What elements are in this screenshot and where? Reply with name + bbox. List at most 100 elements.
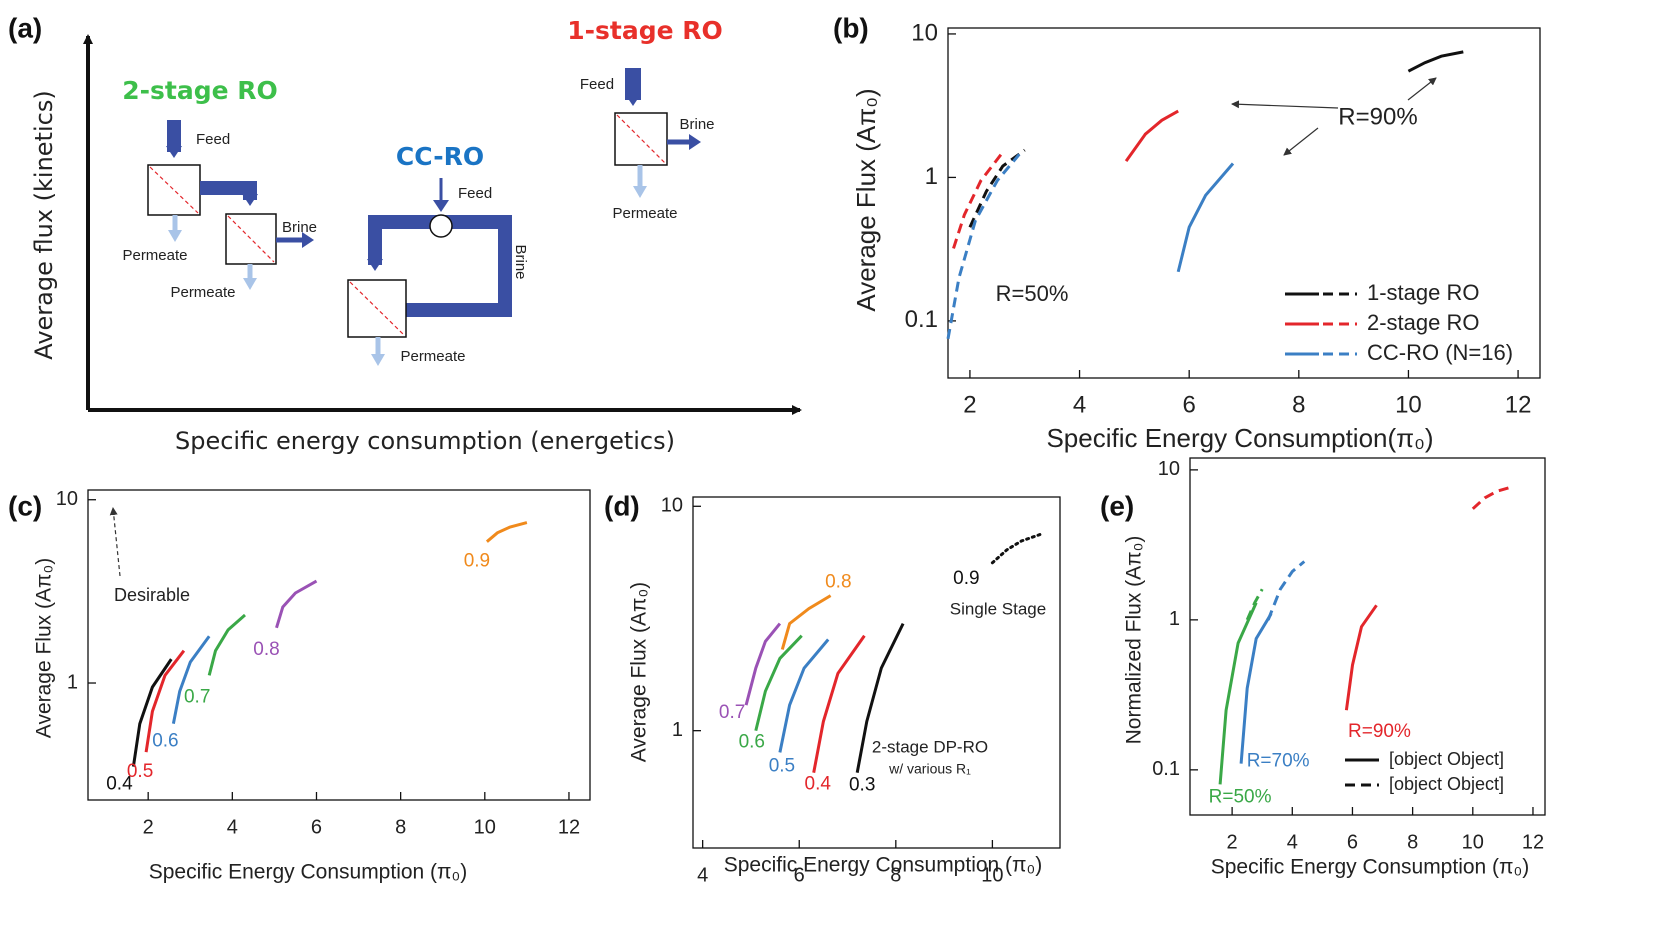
- y-tick-label: 1: [1169, 608, 1180, 630]
- curve: [485, 521, 528, 543]
- annotation: 2-stage DP-RO: [872, 737, 988, 756]
- curve: [1245, 588, 1264, 621]
- x-tick-label: 12: [1505, 391, 1532, 418]
- axis-label: Average flux (kinetics): [30, 90, 58, 359]
- flow-arrow: [200, 181, 258, 206]
- curve-label: 0.7: [719, 702, 745, 723]
- y-tick-label: 10: [911, 19, 938, 46]
- x-axis-label: Specific Energy Consumption (π₀): [1211, 856, 1530, 879]
- x-tick-label: 6: [1347, 831, 1358, 853]
- curve: [207, 613, 246, 676]
- annotation: R=50%: [996, 281, 1069, 306]
- curve-label: R=50%: [1209, 786, 1272, 807]
- axis-label: Specific energy consumption (energetics): [175, 427, 675, 455]
- x-tick-label: 6: [1183, 391, 1196, 418]
- membrane-line: [616, 114, 666, 164]
- membrane-line: [227, 215, 275, 263]
- curve: [1124, 109, 1179, 162]
- x-tick-label: 4: [1287, 831, 1298, 853]
- curve: [778, 638, 830, 753]
- curve: [1407, 50, 1464, 73]
- curve: [744, 622, 782, 706]
- x-tick-label: 12: [1522, 831, 1544, 853]
- annotation-arrow: [1407, 77, 1437, 101]
- curve-label: 0.4: [106, 774, 133, 795]
- curve: [1239, 612, 1273, 764]
- system-title: 2-stage RO: [122, 76, 278, 105]
- y-axis-label: Average Flux (Aπ₀): [628, 582, 651, 762]
- flow-label: Permeate: [400, 348, 465, 365]
- panel-label: (a): [8, 12, 42, 43]
- y-tick-label: 0.1: [905, 306, 938, 333]
- curve-label: 0.3: [849, 775, 875, 796]
- x-tick-label: 4: [1073, 391, 1086, 418]
- curve-label: 0.6: [739, 732, 765, 753]
- x-tick-label: 10: [1395, 391, 1422, 418]
- flow-label: Brine: [679, 116, 714, 133]
- annotation: w/ various R₁: [888, 761, 971, 777]
- plot-frame: [947, 27, 1541, 379]
- plot-frame: [87, 489, 591, 801]
- legend-label: CC-RO (N=16): [1367, 340, 1513, 365]
- panel-label: (e): [1100, 490, 1134, 521]
- curve: [754, 634, 803, 732]
- y-tick-label: 0.1: [1152, 758, 1180, 780]
- annotation-arrow: [1283, 127, 1319, 156]
- curve-label: 0.9: [953, 568, 979, 589]
- system-title: CC-RO: [396, 142, 484, 171]
- curve-label: 0.9: [464, 551, 490, 572]
- flow-label: Feed: [196, 131, 230, 148]
- curve: [1266, 560, 1306, 621]
- curve: [1471, 486, 1510, 510]
- legend-label: 2-stage RO: [1367, 310, 1480, 335]
- flow-label: Permeate: [612, 205, 677, 222]
- plot-frame: [1189, 457, 1546, 816]
- legend-label: 1-stage RO: [1367, 280, 1480, 305]
- curve: [144, 649, 186, 753]
- x-tick-label: 4: [697, 864, 708, 886]
- curve: [131, 658, 173, 767]
- curve: [171, 635, 211, 724]
- curve: [275, 579, 318, 629]
- curve-label: 0.4: [805, 774, 832, 795]
- x-tick-label: 10: [1462, 831, 1484, 853]
- y-tick-label: 1: [67, 671, 78, 693]
- annotation-arrow: [1231, 100, 1339, 109]
- legend-label: [object Object]: [1389, 774, 1504, 794]
- curve: [1218, 602, 1258, 785]
- x-tick-label: 4: [227, 816, 238, 838]
- curve-label: 0.5: [127, 761, 153, 782]
- curve-label: 0.6: [152, 731, 178, 752]
- x-tick-label: 2: [143, 816, 154, 838]
- flow-label: Permeate: [170, 284, 235, 301]
- x-tick-label: 12: [558, 816, 580, 838]
- x-tick-label: 8: [1407, 831, 1418, 853]
- x-tick-label: 8: [890, 864, 901, 886]
- curve-label: 0.7: [184, 686, 210, 707]
- flow-label: Feed: [458, 185, 492, 202]
- schematic: Average flux (kinetics) Specific energy …: [30, 16, 802, 455]
- flow-arrow: [367, 215, 441, 271]
- annotation-arrow: [109, 507, 121, 577]
- system-title: 1-stage RO: [567, 16, 723, 45]
- y-tick-label: 1: [672, 719, 683, 741]
- pump: [429, 214, 453, 238]
- curve: [952, 151, 1004, 249]
- annotation: Single Stage: [950, 599, 1046, 618]
- x-tick-label: 2: [1227, 831, 1238, 853]
- curve-label: 0.8: [253, 639, 279, 660]
- annotation: R=90%: [1338, 103, 1417, 130]
- flow-label: Feed: [580, 76, 614, 93]
- curve-label: 0.8: [825, 572, 851, 593]
- flow-label: Brine: [282, 219, 317, 236]
- panel-label: (c): [8, 490, 42, 521]
- y-tick-label: 10: [1158, 458, 1180, 480]
- curve: [968, 148, 1026, 228]
- plot-frame: [692, 496, 1061, 849]
- x-tick-label: 2: [963, 391, 976, 418]
- y-axis-label: Average Flux (Aπ₀): [33, 558, 56, 738]
- legend-label: [object Object]: [1389, 749, 1504, 769]
- curve-label: R=70%: [1247, 751, 1310, 772]
- x-tick-label: 10: [981, 864, 1003, 886]
